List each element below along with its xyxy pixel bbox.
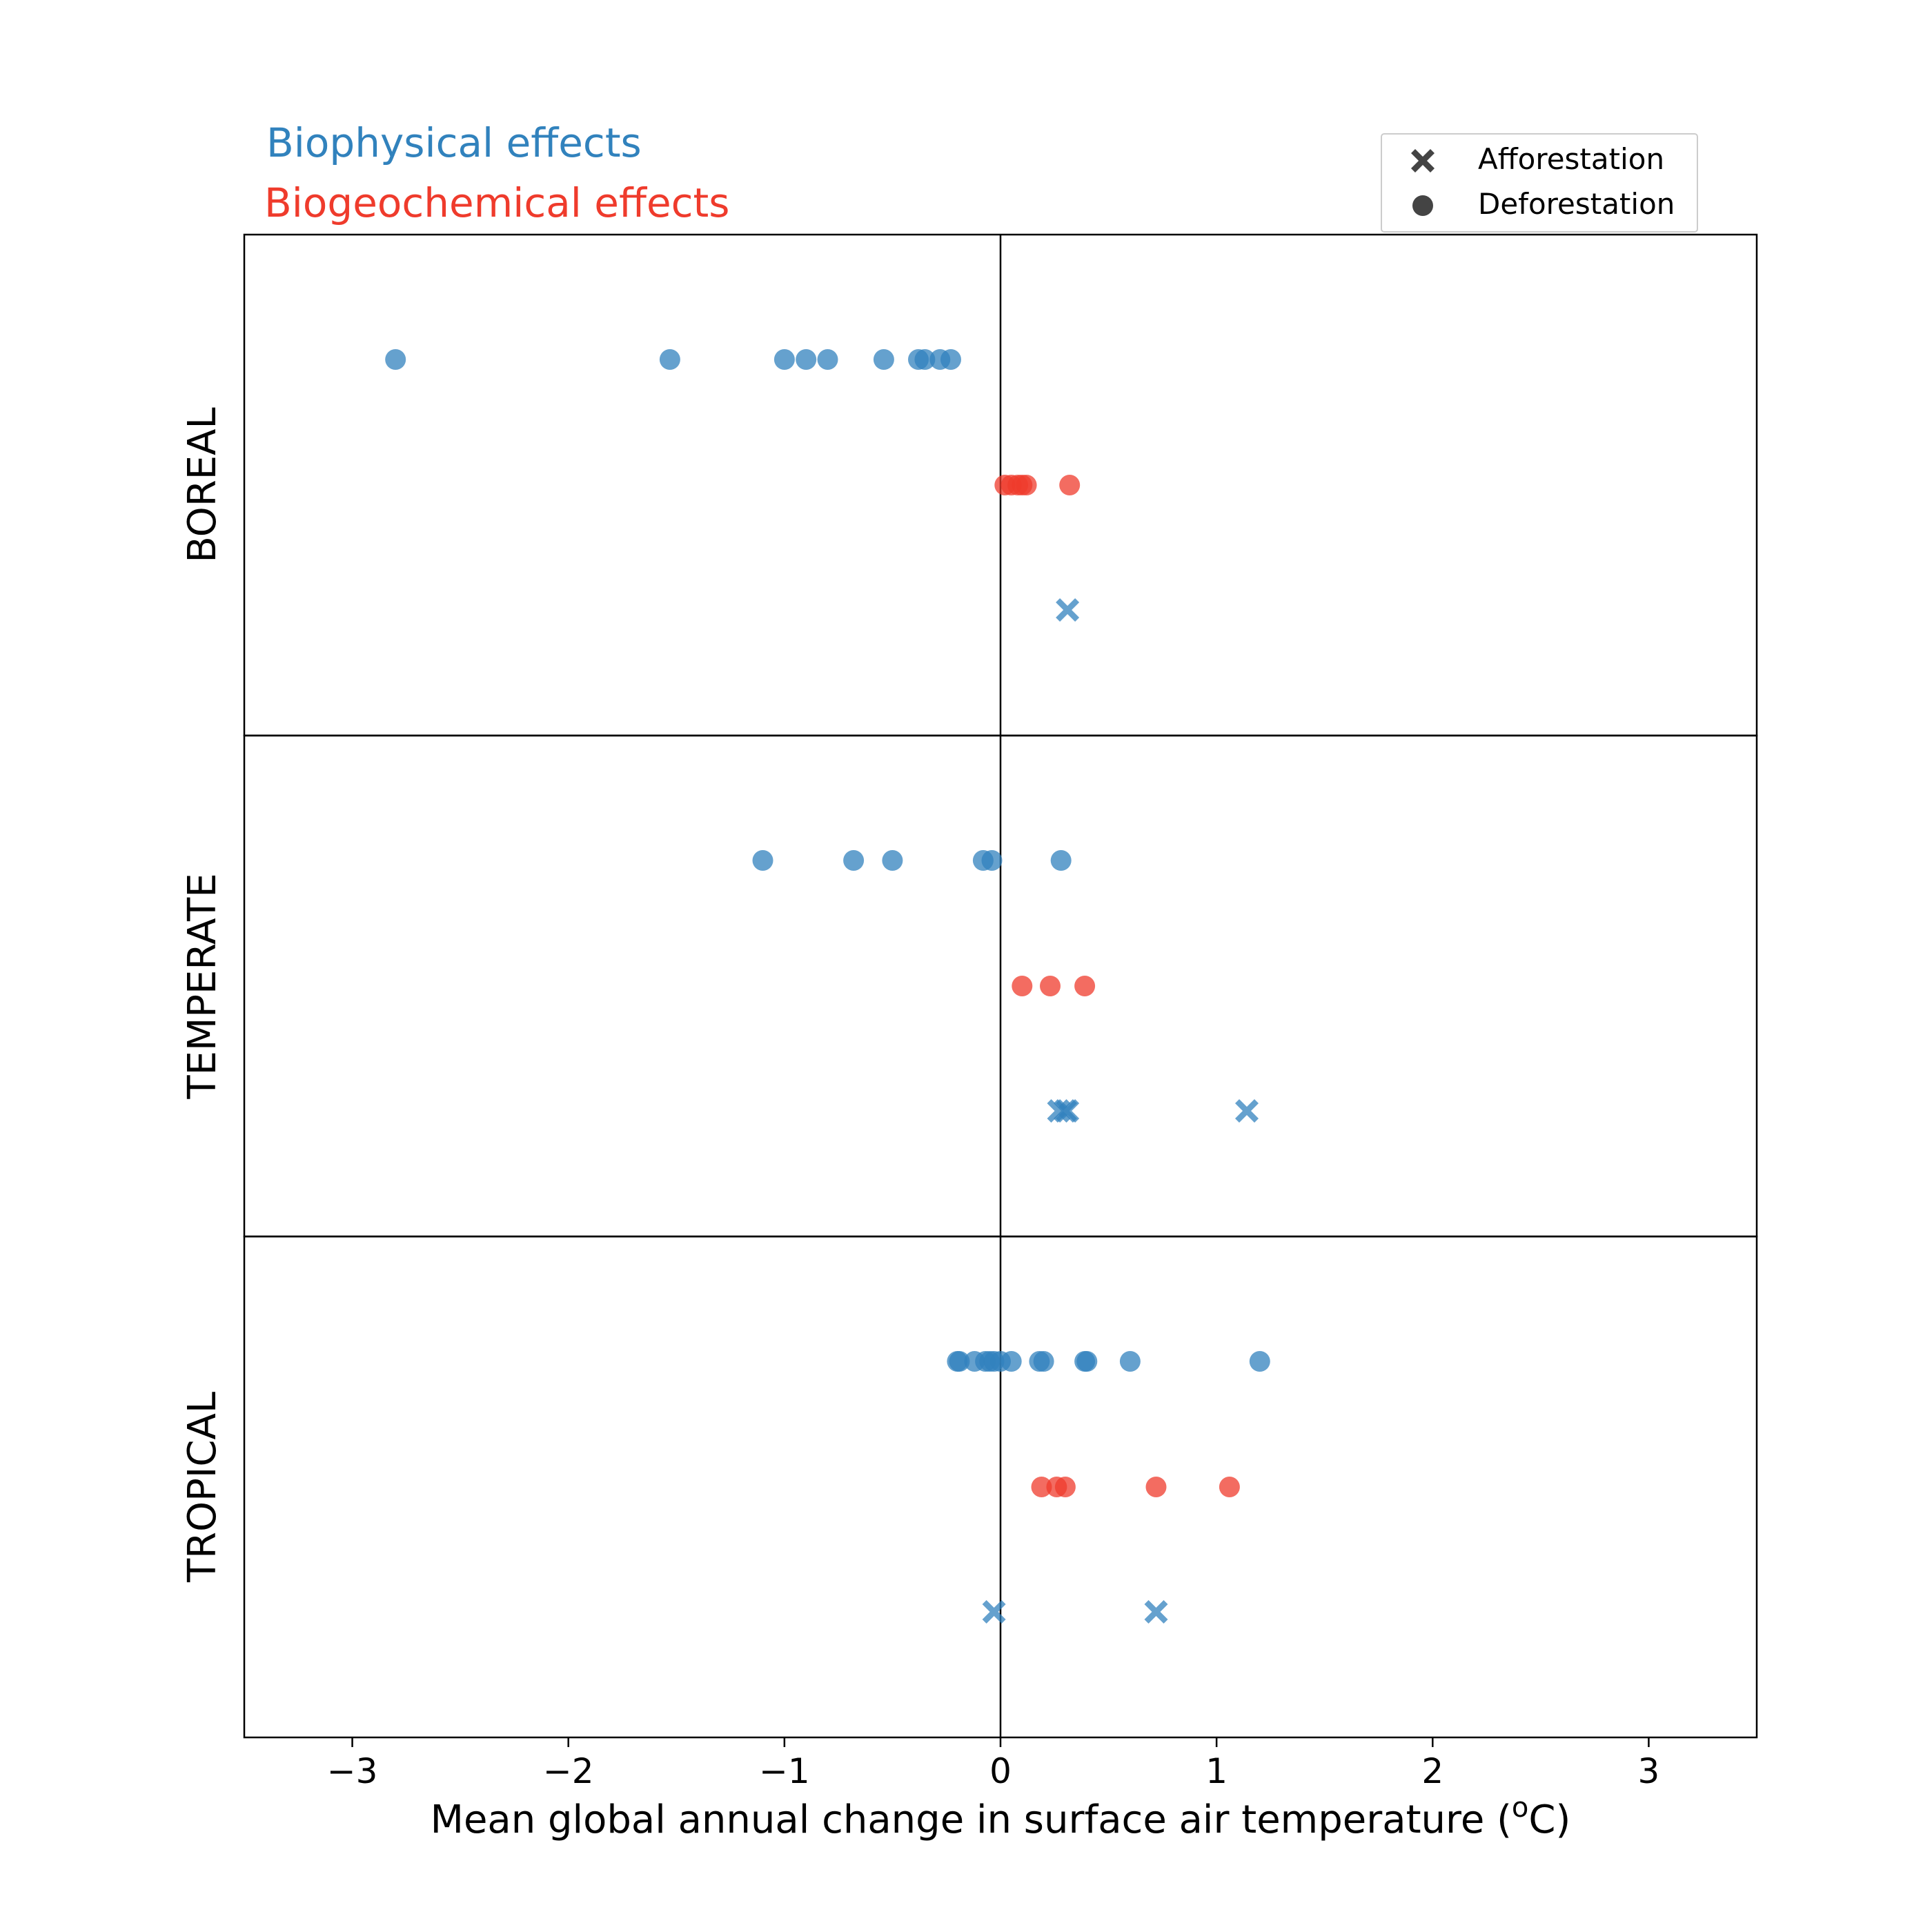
x-axis: −3 −2 −1 0 1 2 3 xyxy=(327,1737,1660,1791)
x-tick-label: 3 xyxy=(1638,1751,1660,1791)
biophysical-point xyxy=(1249,1351,1270,1372)
x-axis-label: Mean global annual change in surface air… xyxy=(431,1792,1571,1842)
legend: Afforestation Deforestation xyxy=(1381,133,1698,233)
biophysical-point xyxy=(752,850,773,871)
legend-marker-deforestation xyxy=(1412,195,1433,216)
biophysical-point xyxy=(949,1351,970,1372)
x-tick-label: −1 xyxy=(759,1751,810,1791)
biophysical-point xyxy=(1000,1351,1022,1372)
x-tick-label: −3 xyxy=(327,1751,378,1791)
x-axis-label-text: Mean global annual change in surface air… xyxy=(431,1797,1512,1842)
panel-marks xyxy=(752,850,1259,1123)
biophysical-point xyxy=(940,349,961,370)
legend-marker-afforestation xyxy=(1411,149,1435,172)
biophysical-point xyxy=(796,349,817,370)
biophysical-point xyxy=(1076,1351,1098,1372)
biophysical-point xyxy=(914,349,936,370)
biogeochemical-point xyxy=(1016,475,1037,495)
biophysical-point xyxy=(1033,1351,1054,1372)
afforestation-point xyxy=(1056,598,1080,622)
panel-temperate: TEMPERATE xyxy=(180,734,1758,1238)
panel-boreal: BOREAL xyxy=(180,233,1758,737)
afforestation-point xyxy=(1235,1099,1259,1123)
afforestation-point xyxy=(1144,1600,1168,1624)
biogeochemical-point xyxy=(1031,1477,1052,1497)
x-tick-label: 0 xyxy=(989,1751,1012,1791)
afforestation-point xyxy=(1056,1099,1080,1123)
biogeochemical-effects-title: Biogeochemical effects xyxy=(264,179,729,226)
biogeochemical-point xyxy=(1054,1477,1076,1497)
biogeochemical-point xyxy=(1074,976,1096,996)
panel-label-boreal: BOREAL xyxy=(180,407,225,562)
biophysical-point xyxy=(385,349,406,370)
legend-label-afforestation: Afforestation xyxy=(1478,142,1664,176)
afforestation-point xyxy=(982,1600,1006,1624)
biophysical-point xyxy=(1119,1351,1141,1372)
biophysical-point xyxy=(843,850,865,871)
biogeochemical-point xyxy=(1219,1477,1240,1497)
biogeochemical-point xyxy=(1145,1477,1167,1497)
legend-box xyxy=(1381,133,1698,233)
biophysical-point xyxy=(873,349,894,370)
biophysical-point xyxy=(1050,850,1072,871)
biophysical-point xyxy=(817,349,838,370)
x-axis-label-unit: C) xyxy=(1528,1797,1570,1842)
panel-label-tropical: TROPICAL xyxy=(180,1392,225,1583)
biophysical-point xyxy=(773,349,795,370)
panel-marks xyxy=(385,349,1081,622)
panel-tropical: TROPICAL xyxy=(180,1235,1758,1739)
biophysical-point xyxy=(981,850,1003,871)
x-axis-label-sup: o xyxy=(1512,1792,1528,1824)
biophysical-point xyxy=(882,850,903,871)
biophysical-effects-title: Biophysical effects xyxy=(266,119,642,166)
panel-label-temperate: TEMPERATE xyxy=(180,873,225,1099)
x-tick-label: 2 xyxy=(1421,1751,1443,1791)
legend-label-deforestation: Deforestation xyxy=(1478,187,1675,221)
panel-marks xyxy=(947,1351,1270,1624)
x-tick-label: −2 xyxy=(543,1751,594,1791)
biogeochemical-point xyxy=(1012,976,1033,996)
biophysical-point xyxy=(659,349,680,370)
x-tick-label: 1 xyxy=(1205,1751,1228,1791)
biogeochemical-point xyxy=(1040,976,1061,996)
biogeochemical-point xyxy=(1059,475,1081,495)
